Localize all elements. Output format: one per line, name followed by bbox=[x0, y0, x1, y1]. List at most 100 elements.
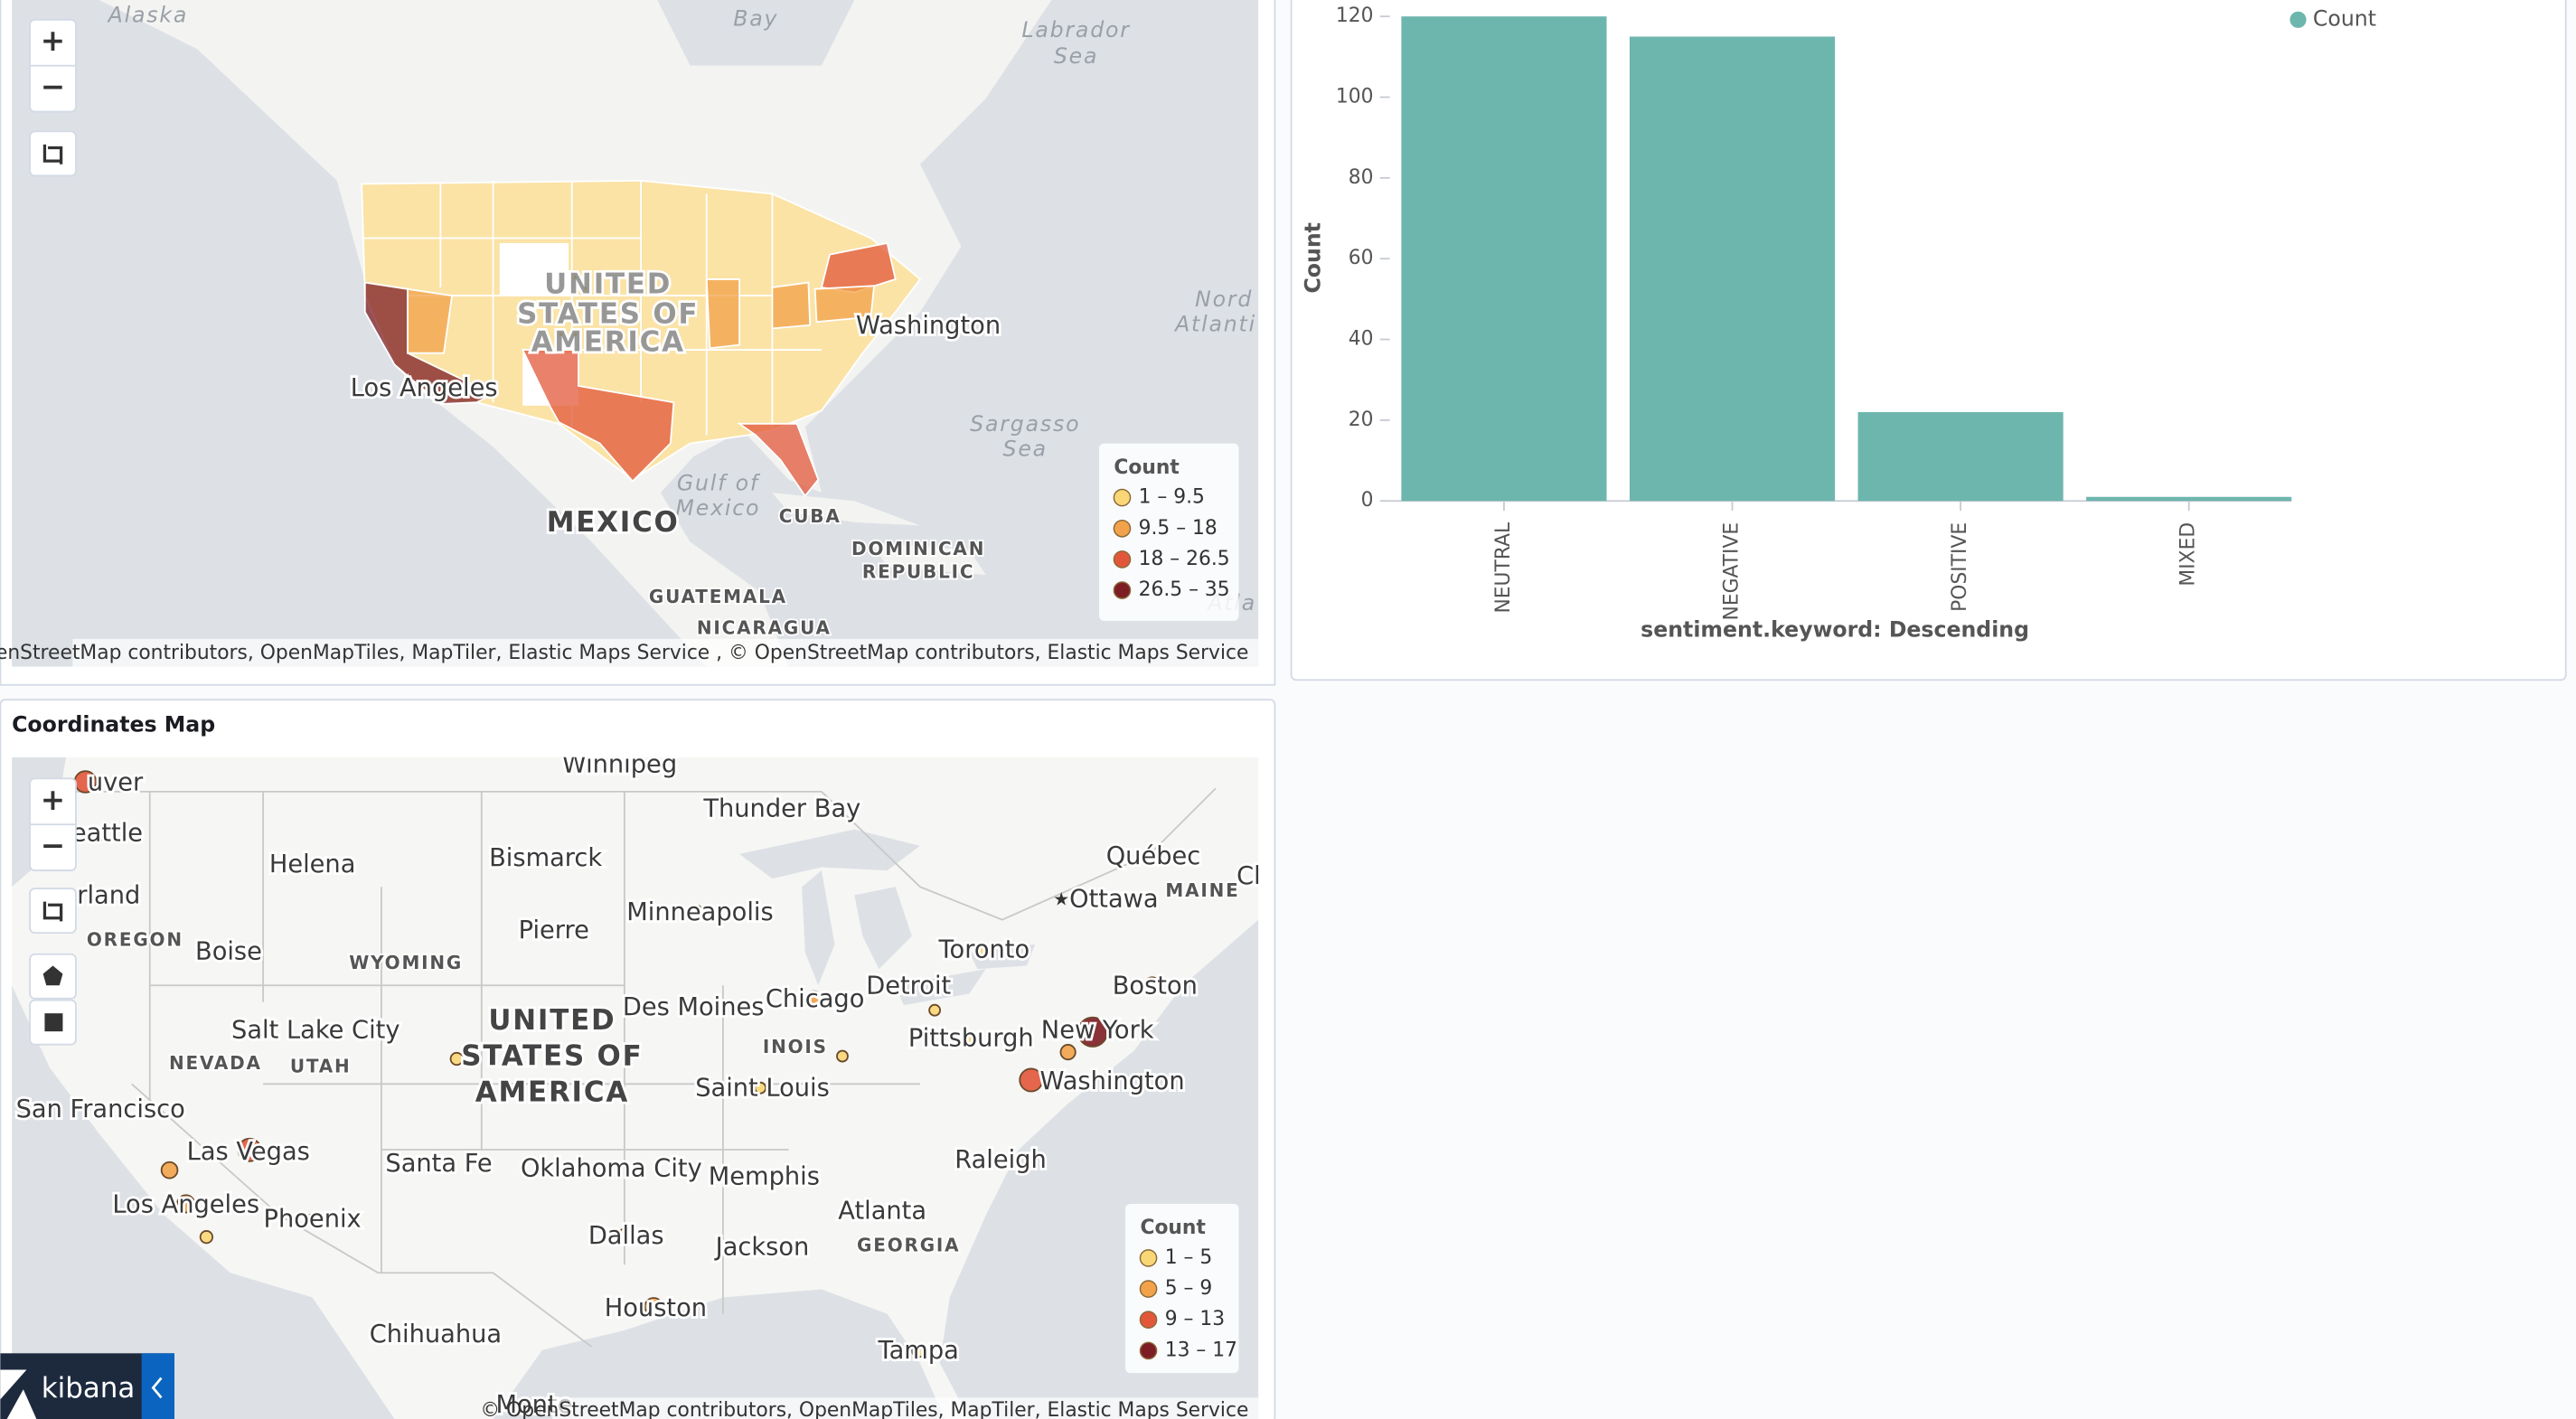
bar bbox=[1629, 36, 1836, 502]
fit-bounds-button[interactable] bbox=[29, 130, 77, 177]
bar bbox=[1401, 16, 1607, 502]
legend-box bbox=[1099, 443, 1239, 621]
map-label: Sargasso bbox=[970, 411, 1080, 437]
map-label: DOMINICAN bbox=[851, 538, 985, 559]
map-label: Washington bbox=[856, 312, 1001, 340]
region bbox=[813, 285, 876, 324]
crop-icon bbox=[42, 144, 63, 164]
map-label: AMERICA bbox=[475, 1076, 629, 1109]
brand: kibana bbox=[42, 1372, 135, 1405]
map-label: Jackson bbox=[714, 1234, 810, 1262]
land bbox=[772, 493, 920, 526]
map-label: Memphis bbox=[709, 1162, 820, 1190]
point bbox=[690, 904, 704, 919]
land bbox=[870, 541, 986, 575]
map-label: UTAH bbox=[290, 1056, 352, 1077]
legend-title: Count bbox=[1114, 456, 1179, 479]
kibana-badge[interactable]: kibana bbox=[0, 1353, 174, 1419]
legend-swatch bbox=[1113, 519, 1132, 538]
bar bbox=[2086, 496, 2292, 502]
legend-label[interactable]: Count bbox=[2313, 5, 2376, 31]
borders bbox=[66, 787, 1217, 1348]
y-tick-label: 120 bbox=[1336, 5, 1374, 27]
zoom-out[interactable]: − bbox=[41, 829, 65, 863]
legend-swatch bbox=[1139, 1280, 1158, 1298]
point bbox=[992, 1153, 1005, 1167]
region bbox=[521, 349, 675, 483]
zoom-out[interactable]: − bbox=[41, 70, 65, 104]
zoom-in[interactable]: + bbox=[41, 783, 65, 817]
coordinate-map: Winnipeg uver Thunder Bay eattle Québec Cl Hel… bbox=[12, 750, 1261, 1419]
map-label: GUATEMALA bbox=[649, 586, 787, 607]
region bbox=[771, 281, 812, 330]
crop-icon bbox=[42, 901, 63, 922]
map-label: Detroit bbox=[866, 973, 951, 1001]
map-label: Atlanti bbox=[1173, 311, 1256, 336]
map-label: rland bbox=[77, 882, 140, 910]
point bbox=[836, 1049, 849, 1063]
map-label: Winnipeg bbox=[562, 750, 677, 778]
map-label: CUBA bbox=[779, 505, 841, 527]
ocean bbox=[12, 985, 395, 1419]
y-axis-title: Count bbox=[1301, 222, 1326, 293]
region bbox=[705, 278, 740, 350]
map-label: eattle bbox=[71, 820, 143, 848]
legend-label: 5 – 9 bbox=[1165, 1277, 1213, 1300]
point bbox=[1059, 1044, 1076, 1061]
map-label: Salt Lake City bbox=[231, 1017, 400, 1045]
fit-bounds-button[interactable] bbox=[29, 888, 77, 935]
map-label: REPUBLIC bbox=[862, 561, 974, 583]
map-label: Tampa bbox=[877, 1337, 958, 1365]
point bbox=[160, 1161, 179, 1179]
map-label: Minneapolis bbox=[626, 898, 773, 926]
map-label: Sea bbox=[1054, 43, 1098, 69]
legend-swatch bbox=[1113, 550, 1132, 569]
map-label: Saint Louis bbox=[695, 1074, 830, 1102]
point bbox=[963, 1033, 977, 1048]
bar-chart-panel bbox=[1290, 0, 2567, 681]
legend-swatch bbox=[1139, 1249, 1158, 1267]
map-label: Atlanta bbox=[838, 1198, 926, 1226]
map-label: uver bbox=[88, 768, 144, 796]
legend-label: 9.5 – 18 bbox=[1139, 517, 1217, 540]
legend-box bbox=[1125, 1203, 1239, 1374]
map-label: NICARAGUA bbox=[697, 616, 832, 638]
point bbox=[617, 1227, 633, 1242]
legend-label: 13 – 17 bbox=[1165, 1339, 1237, 1361]
map-labels: Winnipeg uver Thunder Bay eattle Québec Cl Hel… bbox=[14, 750, 1261, 1419]
legend-swatch bbox=[1139, 1311, 1158, 1330]
map-label: MAINE bbox=[1165, 879, 1239, 901]
map-label: Nord bbox=[1195, 287, 1253, 312]
legend-swatch bbox=[1139, 1341, 1158, 1360]
map-label: STATES OF bbox=[517, 297, 699, 330]
legend-label: 1 – 9.5 bbox=[1139, 486, 1205, 509]
map-label: Toronto bbox=[938, 936, 1030, 964]
legend-title: Count bbox=[1140, 1217, 1205, 1239]
y-tick-label: 80 bbox=[1349, 166, 1374, 189]
y-tick-label: 40 bbox=[1349, 328, 1374, 351]
legend-label: 1 – 5 bbox=[1165, 1246, 1213, 1269]
x-tick-label: POSITIVE bbox=[1949, 522, 1971, 612]
map-label: Helena bbox=[269, 850, 356, 879]
map-label: Santa Fe bbox=[385, 1150, 492, 1178]
zoom-in[interactable]: + bbox=[41, 23, 65, 58]
attribution: © OpenStreetMap contributors, OpenMapTil… bbox=[480, 1399, 1248, 1419]
map-label: Cl bbox=[1236, 862, 1261, 890]
logo bbox=[0, 1369, 27, 1400]
point bbox=[176, 1194, 196, 1214]
collapse-button[interactable] bbox=[141, 1353, 174, 1419]
map-label: Phoenix bbox=[264, 1206, 362, 1234]
map-label: INOIS bbox=[763, 1036, 828, 1057]
panel-title: Coordinates Map bbox=[12, 712, 215, 738]
map-label: STATES OF bbox=[461, 1040, 643, 1073]
map-label: Québec bbox=[1106, 842, 1201, 870]
y-tick-label: 0 bbox=[1361, 489, 1374, 512]
map-label: WYOMING bbox=[349, 952, 463, 973]
map-label: New York bbox=[1041, 1017, 1154, 1045]
point bbox=[199, 1230, 214, 1245]
map-label: Boise bbox=[195, 937, 262, 965]
map-label: Chicago bbox=[766, 985, 865, 1013]
point bbox=[1019, 1067, 1044, 1093]
bar bbox=[1857, 411, 2064, 502]
